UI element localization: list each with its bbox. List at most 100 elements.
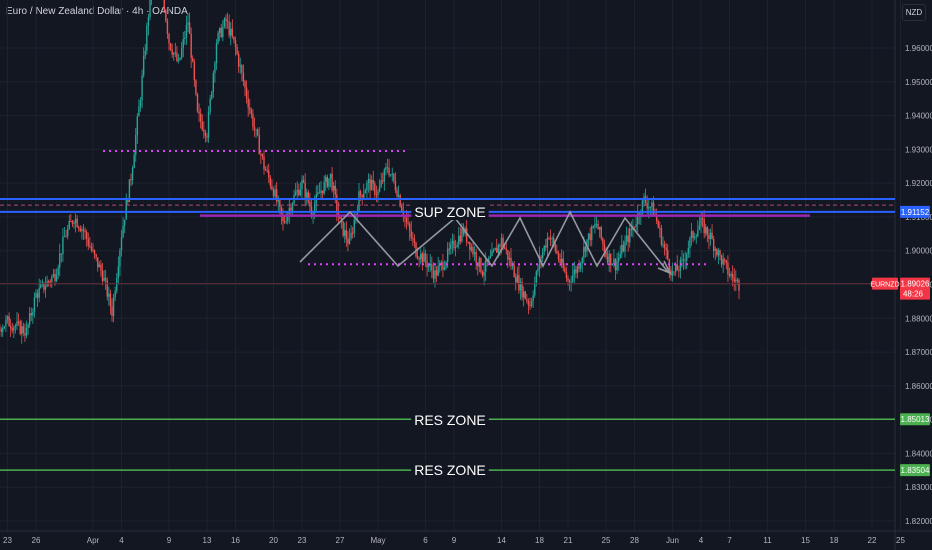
candle-up xyxy=(277,200,279,202)
candle-down xyxy=(374,183,376,195)
candle-up xyxy=(211,91,213,99)
candle-up xyxy=(117,266,120,279)
candle-up xyxy=(25,327,28,336)
candle-up xyxy=(705,226,707,234)
candle-down xyxy=(36,293,39,298)
y-tick-label: 1.86000 xyxy=(905,382,932,391)
candle-up xyxy=(735,279,737,282)
candle-up xyxy=(355,214,357,220)
candle-down xyxy=(453,240,455,249)
candle-up xyxy=(122,225,124,238)
candle-down xyxy=(410,230,412,238)
x-tick-label: 18 xyxy=(830,536,839,545)
candle-down xyxy=(359,191,362,195)
candle-up xyxy=(385,167,387,170)
candle-down xyxy=(54,273,56,282)
candle-down xyxy=(225,18,227,21)
candle-down xyxy=(603,244,606,253)
candle-down xyxy=(166,21,169,34)
candle-down xyxy=(399,195,401,207)
candle-up xyxy=(299,189,302,196)
candle-down xyxy=(527,300,530,306)
candle-down xyxy=(703,219,705,234)
candle-down xyxy=(408,223,411,231)
candle-down xyxy=(199,113,202,122)
candle-down xyxy=(442,262,444,270)
candle-down xyxy=(345,230,348,240)
x-tick-label: 23 xyxy=(298,536,307,545)
candle-down xyxy=(472,247,474,255)
y-tick-label: 1.90000 xyxy=(905,247,932,256)
candle-down xyxy=(231,28,234,37)
candle-up xyxy=(522,291,525,298)
candle-up xyxy=(695,236,697,238)
candle-down xyxy=(578,266,580,269)
candle-up xyxy=(454,246,457,249)
candle-down xyxy=(606,256,609,263)
candle-down xyxy=(467,241,469,243)
candle-down xyxy=(171,49,173,55)
candle-up xyxy=(483,271,485,276)
candle-up xyxy=(33,297,36,313)
candle-up xyxy=(616,261,618,271)
candle-up xyxy=(139,100,142,107)
candle-down xyxy=(342,221,344,236)
candle-down xyxy=(203,129,205,132)
x-tick-label: 15 xyxy=(801,536,810,545)
x-tick-label: 18 xyxy=(535,536,544,545)
candle-down xyxy=(249,107,251,111)
candle-up xyxy=(120,237,123,251)
candle-down xyxy=(676,264,678,271)
candle-down xyxy=(524,291,526,299)
candle-down xyxy=(261,154,264,157)
candle-down xyxy=(432,270,435,279)
candle-down xyxy=(369,178,371,191)
candle-up xyxy=(546,238,549,248)
candle-down xyxy=(731,273,734,278)
candle-up xyxy=(456,244,458,247)
candle-up xyxy=(128,179,131,203)
candle-down xyxy=(256,129,259,136)
y-tick-label: 1.95000 xyxy=(905,78,932,87)
candle-down xyxy=(188,22,191,34)
candle-up xyxy=(6,316,9,320)
candle-down xyxy=(92,250,94,252)
candle-up xyxy=(484,259,487,272)
candle-up xyxy=(679,259,682,271)
candle-down xyxy=(192,57,194,62)
candle-up xyxy=(538,256,541,270)
x-tick-label: 27 xyxy=(336,536,345,545)
candle-down xyxy=(567,277,569,281)
candle-up xyxy=(21,326,23,335)
x-tick-label: 20 xyxy=(269,536,278,545)
candle-down xyxy=(589,233,591,241)
candle-up xyxy=(35,293,37,298)
candle-up xyxy=(636,213,639,225)
candle-down xyxy=(480,257,482,272)
candle-down xyxy=(318,192,321,194)
candle-up xyxy=(491,251,493,257)
candle-down xyxy=(236,46,238,54)
candle-up xyxy=(222,26,224,37)
candle-up xyxy=(66,228,69,237)
candle-down xyxy=(622,244,625,252)
candle-up xyxy=(207,111,210,138)
candle-down xyxy=(503,247,506,249)
candle-up xyxy=(182,39,184,49)
x-tick-label: 4 xyxy=(699,536,704,545)
candle-up xyxy=(149,0,151,18)
symbol-ticker: EURNZD xyxy=(870,282,899,289)
candle-down xyxy=(275,189,278,202)
candle-up xyxy=(423,253,425,263)
candle-up xyxy=(239,65,241,67)
candle-up xyxy=(185,24,188,38)
candle-up xyxy=(62,236,64,255)
candle-down xyxy=(283,221,286,223)
candle-up xyxy=(397,195,400,197)
currency-unit-button[interactable]: NZD xyxy=(902,4,926,21)
candle-up xyxy=(179,57,181,60)
candle-up xyxy=(689,237,691,248)
candle-down xyxy=(101,271,104,281)
candle-down xyxy=(30,313,32,316)
